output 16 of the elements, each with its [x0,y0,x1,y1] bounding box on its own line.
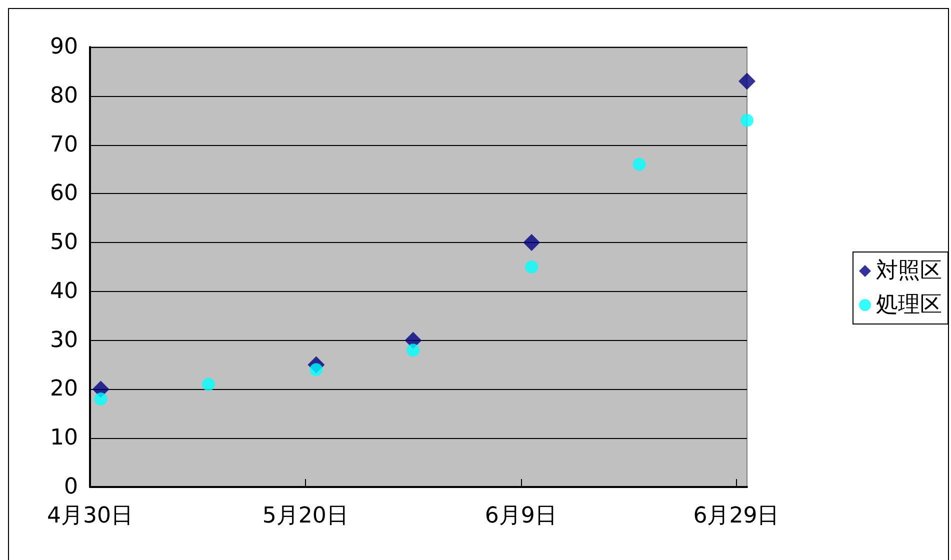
x-tick-label: 6月29日 [693,504,780,528]
y-tick-label: 20 [50,376,78,402]
y-tick-label: 30 [50,328,78,353]
y-tick-label: 70 [50,132,78,158]
x-tick-label: 6月9日 [484,504,557,528]
y-tick-label: 0 [64,474,78,500]
y-tick-label: 50 [50,230,78,256]
legend-label: 処理区 [876,292,942,318]
y-tick-label: 10 [50,426,78,451]
x-tick-label: 5月20日 [262,504,348,528]
y-tick-label: 60 [50,181,78,206]
x-tick-label: 4月30日 [47,504,133,528]
y-tick-label: 80 [50,83,78,108]
y-tick-label: 90 [50,34,78,60]
y-tick-label: 40 [50,278,78,304]
legend-label: 対照区 [876,258,942,284]
